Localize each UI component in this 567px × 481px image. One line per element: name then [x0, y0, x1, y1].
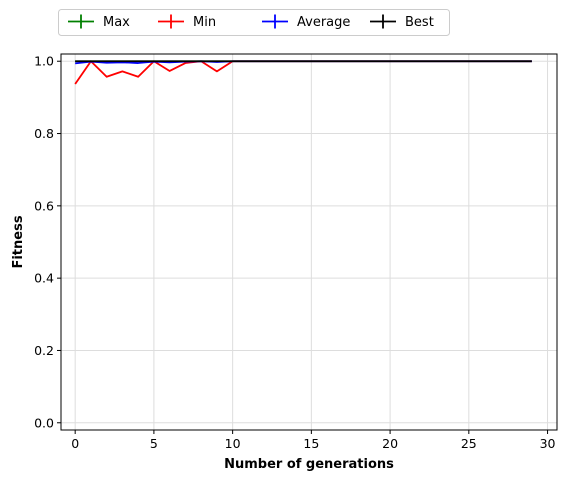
legend-entry-best: Best: [370, 14, 434, 30]
x-tick-label: 0: [71, 436, 79, 451]
y-tick-label: 0.8: [34, 126, 54, 141]
legend-entry-min: Min: [158, 14, 216, 30]
series-line-min: [74, 60, 532, 85]
series-lines: [74, 60, 532, 85]
legend-frame: [58, 9, 450, 36]
y-tick-label: 1.0: [34, 54, 54, 69]
x-tick-label: 15: [303, 436, 319, 451]
legend-entry-average: Average: [262, 14, 350, 30]
legend-label: Min: [193, 15, 216, 30]
y-axis-label: Fitness: [11, 215, 26, 268]
x-axis-ticks: 0 5 10 15 20 25 30: [71, 430, 556, 451]
legend-entry-max: Max: [68, 14, 130, 30]
y-tick-label: 0.0: [34, 415, 54, 430]
x-axis-label: Number of generations: [224, 457, 394, 472]
legend: Max Min Average Best: [58, 9, 450, 36]
y-tick-label: 0.6: [34, 198, 54, 213]
x-tick-label: 25: [461, 436, 477, 451]
y-tick-label: 0.4: [34, 271, 54, 286]
x-tick-label: 5: [150, 436, 158, 451]
y-axis-ticks: 0.0 0.2 0.4 0.6 0.8 1.0: [34, 54, 61, 430]
legend-label: Average: [297, 15, 350, 30]
grid-lines: [61, 54, 557, 430]
x-tick-label: 10: [225, 436, 241, 451]
x-tick-label: 30: [540, 436, 556, 451]
y-tick-label: 0.2: [34, 343, 54, 358]
legend-label: Best: [405, 15, 434, 30]
x-tick-label: 20: [382, 436, 398, 451]
plot-area-frame: [60, 53, 558, 431]
legend-label: Max: [103, 15, 130, 30]
